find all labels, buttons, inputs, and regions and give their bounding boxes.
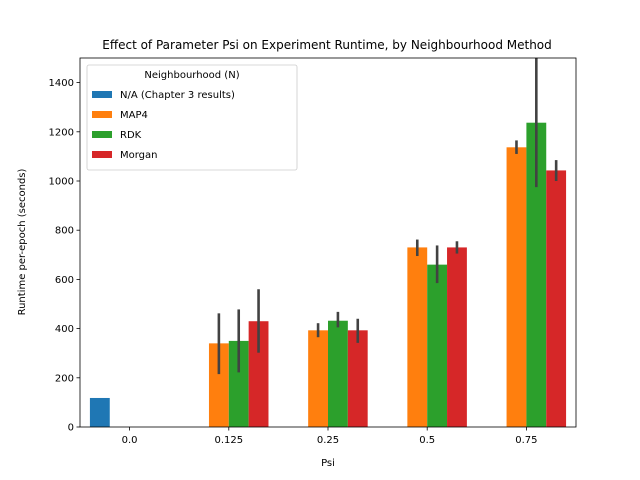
y-tick-label: 800: [55, 226, 74, 237]
x-tick-label: 0.0: [122, 435, 138, 446]
y-tick-label: 1000: [49, 177, 74, 188]
x-axis-label: Psi: [321, 458, 335, 469]
y-tick-label: 0: [68, 423, 74, 434]
bar: [89, 397, 110, 427]
legend-items: N/A (Chapter 3 results) MAP4 RDK Morgan: [92, 90, 235, 161]
legend-box: [86, 64, 298, 171]
legend-swatch: [92, 91, 112, 98]
bar: [347, 330, 368, 427]
x-tick-label: 0.5: [419, 435, 435, 446]
bar: [447, 247, 467, 427]
error-bars-group: [217, 58, 558, 375]
x-tick-label: 0.25: [317, 435, 339, 446]
legend: Neighbourhood (N) N/A (Chapter 3 results…: [86, 64, 298, 171]
chart-title: Effect of Parameter Psi on Experiment Ru…: [102, 38, 552, 52]
y-tick-label: 1400: [49, 78, 74, 89]
x-tick-label: 0.125: [214, 435, 243, 446]
y-tick-label: 200: [55, 373, 74, 384]
bar: [407, 247, 428, 427]
bar: [526, 122, 547, 427]
bar: [546, 170, 567, 428]
legend-swatch: [92, 111, 112, 118]
x-tick-label: 0.75: [515, 435, 537, 446]
bar: [308, 330, 328, 427]
y-tick-label: 600: [55, 275, 74, 286]
legend-label: Morgan: [120, 150, 158, 161]
bar: [427, 264, 448, 427]
y-tick-label: 1200: [49, 127, 74, 138]
legend-label: MAP4: [120, 110, 148, 121]
bar: [328, 320, 348, 427]
bar: [248, 321, 269, 427]
legend-swatch: [92, 151, 112, 158]
y-axis-label: Runtime per-epoch (seconds): [17, 168, 28, 315]
legend-label: N/A (Chapter 3 results): [120, 90, 235, 101]
bars-group: [89, 122, 567, 428]
legend-swatch: [92, 131, 112, 138]
bar: [208, 343, 229, 427]
legend-label: RDK: [120, 130, 142, 141]
y-tick-label: 400: [55, 324, 74, 335]
y-axis: 0 200 400 600 800 1000 1200 1400: [49, 78, 80, 434]
bar: [506, 147, 527, 428]
legend-title: Neighbourhood (N): [144, 70, 239, 81]
bar: [228, 340, 249, 427]
x-axis: 0.0 0.125 0.25 0.5 0.75: [122, 427, 538, 446]
